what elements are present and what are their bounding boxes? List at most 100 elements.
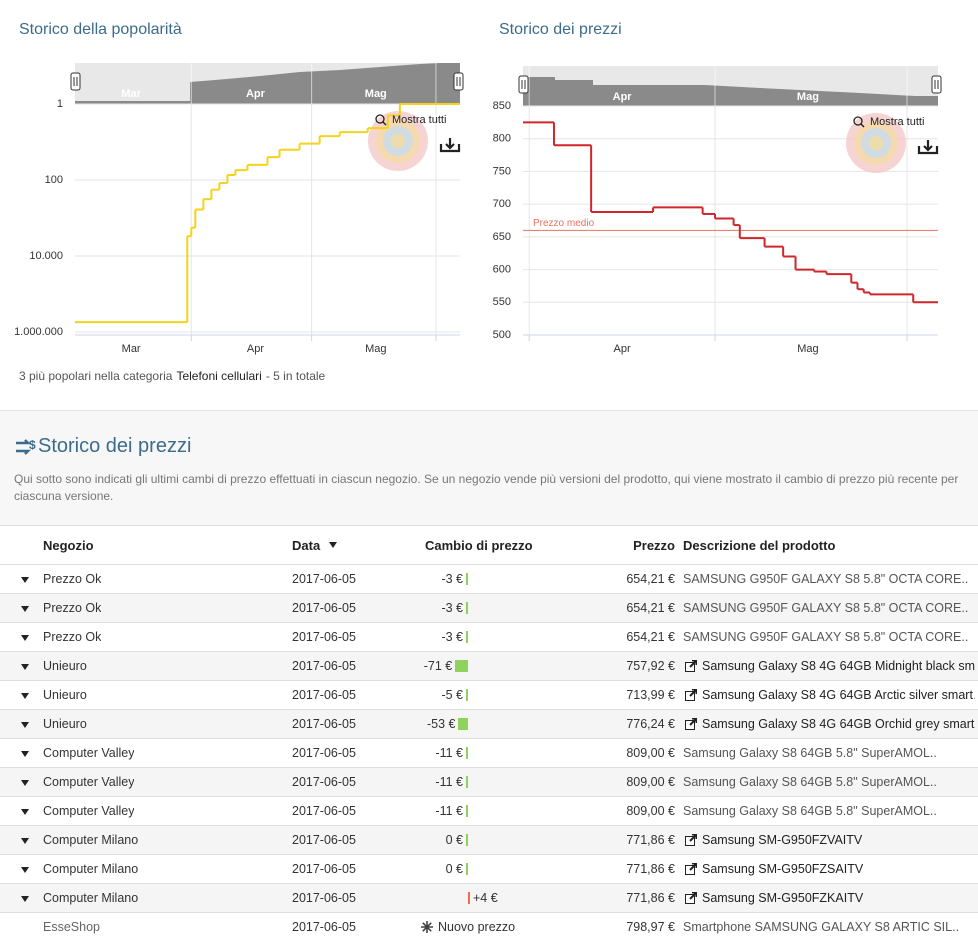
y-tick-label: 800 (493, 133, 511, 145)
y-tick-label: 850 (493, 100, 511, 112)
section-description: Qui sotto sono indicati gli ultimi cambi… (14, 472, 959, 503)
expand-arrow[interactable] (21, 664, 29, 670)
shop-name: Computer Valley (43, 746, 135, 760)
product-description: Samsung Galaxy S8 64GB 5.8" SuperAMOL.. (683, 746, 937, 760)
table-row[interactable]: EsseShop 2017-06-05 Nuovo prezzo 798,97 € Sm… (0, 912, 978, 941)
external-link-icon[interactable] (685, 718, 697, 730)
price: 771,86 € (626, 833, 675, 847)
chart-title: Storico della popolarità (19, 21, 182, 38)
column-header: Prezzo (633, 538, 675, 553)
shop-name: Prezzo Ok (43, 601, 102, 615)
reset-zoom-button[interactable]: Mostra tutti (392, 114, 446, 126)
navigator-handle[interactable] (931, 75, 942, 94)
table-row[interactable]: Prezzo Ok 2017-06-05 -3 € 654,21 € SAMSUNG G… (0, 593, 978, 622)
expand-arrow[interactable] (21, 780, 29, 786)
expand-arrow[interactable] (21, 693, 29, 699)
date: 2017-06-05 (292, 659, 356, 673)
y-tick-label: 500 (493, 329, 511, 341)
change-bar (466, 805, 468, 817)
expand-arrow[interactable] (21, 838, 29, 844)
zoom-icon (853, 116, 863, 126)
shop-name: EsseShop (43, 920, 100, 934)
product-description[interactable]: Samsung SM-G950FZSAITV (702, 862, 864, 876)
zoom-icon (375, 114, 385, 124)
y-tick-label: 1 (57, 98, 63, 110)
change-bar (466, 863, 468, 875)
product-description[interactable]: Samsung Galaxy S8 4G 64GB Orchid grey sm… (702, 717, 975, 731)
download-button[interactable] (917, 140, 939, 155)
table-row[interactable]: Unieuro 2017-06-05 -71 € 757,92 € Samsung Ga… (0, 651, 978, 680)
expand-arrow[interactable] (21, 635, 29, 641)
product-description[interactable]: Samsung Galaxy S8 4G 64GB Midnight black… (702, 659, 975, 673)
table-row[interactable]: Computer Milano 2017-06-05 +4 € 771,86 € Sam… (0, 883, 978, 912)
product-description: SAMSUNG G950F GALAXY S8 5.8" OCTA CORE.. (683, 572, 969, 586)
price: 654,21 € (626, 572, 675, 586)
external-link-icon[interactable] (685, 863, 697, 875)
change-label: +4 € (473, 891, 498, 905)
product-description: SAMSUNG G950F GALAXY S8 5.8" OCTA CORE.. (683, 630, 969, 644)
product-description: Smartphone SAMSUNG GALAXY S8 ARTIC SIL.. (683, 920, 960, 934)
change-label: -11 € (435, 804, 463, 818)
change-bar (466, 776, 468, 788)
table-row[interactable]: Computer Milano 2017-06-05 0 € 771,86 € Sams… (0, 854, 978, 883)
expand-arrow[interactable] (21, 809, 29, 815)
table-row[interactable]: Computer Valley 2017-06-05 -11 € 809,00 € Sa… (0, 796, 978, 825)
table-row[interactable]: Computer Valley 2017-06-05 -11 € 809,00 € Sa… (0, 767, 978, 796)
svg-text:$: $ (29, 438, 36, 452)
zoom-icon (382, 121, 387, 126)
price-history-section: $ Storico dei prezzi Qui sotto sono indi… (0, 410, 978, 942)
date: 2017-06-05 (292, 688, 356, 702)
handle-body (453, 72, 464, 91)
change-bar (466, 747, 468, 759)
external-link-icon[interactable] (685, 892, 697, 904)
change-label: -5 € (441, 688, 463, 702)
product-description[interactable]: Samsung SM-G950FZVAITV (702, 833, 863, 847)
y-tick-label: 650 (493, 231, 511, 243)
external-link-icon[interactable] (685, 834, 697, 846)
column-header: Cambio di prezzo (425, 538, 533, 553)
change-label: -71 € (423, 659, 453, 673)
footer-text: 3 più popolari nella categoria (19, 369, 173, 383)
table-row[interactable]: Unieuro 2017-06-05 -5 € 713,99 € Samsung Gal… (0, 680, 978, 709)
table-row[interactable]: Unieuro 2017-06-05 -53 € 776,24 € Samsung Ga… (0, 709, 978, 738)
navigator-label: Mag (797, 91, 819, 103)
external-link-icon[interactable] (685, 660, 697, 672)
expand-arrow[interactable] (21, 722, 29, 728)
table-row[interactable]: Prezzo Ok 2017-06-05 -3 € 654,21 € SAMSUNG G… (0, 622, 978, 651)
footer-category[interactable]: Telefoni cellulari (176, 369, 262, 383)
expand-arrow[interactable] (21, 577, 29, 583)
shop-name: Computer Milano (43, 891, 139, 905)
table-row[interactable]: Prezzo Ok 2017-06-05 -3 € 654,21 € SAMSUNG G… (0, 564, 978, 593)
section-title: Storico dei prezzi (38, 435, 192, 457)
navigator-handle[interactable] (70, 72, 81, 91)
navigator-label: Apr (613, 91, 633, 103)
column-header[interactable]: Data (292, 538, 321, 553)
charts: Storico della popolarità 1 100 10.000 1.000.… (14, 21, 942, 355)
product-description[interactable]: Samsung SM-G950FZKAITV (702, 891, 864, 905)
table-row[interactable]: Computer Milano 2017-06-05 0 € 771,86 € Sams… (0, 825, 978, 854)
y-tick-label: 100 (45, 174, 63, 186)
product-description: Samsung Galaxy S8 64GB 5.8" SuperAMOL.. (683, 804, 937, 818)
shop-name: Computer Milano (43, 862, 139, 876)
handle-body (931, 75, 942, 94)
expand-arrow[interactable] (21, 896, 29, 902)
reset-zoom-button[interactable]: Mostra tutti (870, 116, 924, 128)
expand-arrow[interactable] (21, 867, 29, 873)
y-tick-label: 10.000 (29, 250, 63, 262)
expand-arrow[interactable] (21, 606, 29, 612)
table-row[interactable]: Computer Valley 2017-06-05 -11 € 809,00 € Sa… (0, 738, 978, 767)
download-button[interactable] (439, 138, 461, 153)
product-description[interactable]: Samsung Galaxy S8 4G 64GB Arctic silver … (702, 688, 975, 702)
external-link-icon[interactable] (685, 689, 697, 701)
x-tick-label: Apr (247, 343, 264, 355)
shop-name: Prezzo Ok (43, 572, 102, 586)
change-label: 0 € (445, 833, 463, 847)
expand-arrow[interactable] (21, 751, 29, 757)
navigator-handle[interactable] (518, 75, 529, 94)
x-tick-label: Apr (614, 343, 631, 355)
price: 654,21 € (626, 630, 675, 644)
navigator-handle[interactable] (453, 72, 464, 91)
change-label: -11 € (435, 775, 463, 789)
